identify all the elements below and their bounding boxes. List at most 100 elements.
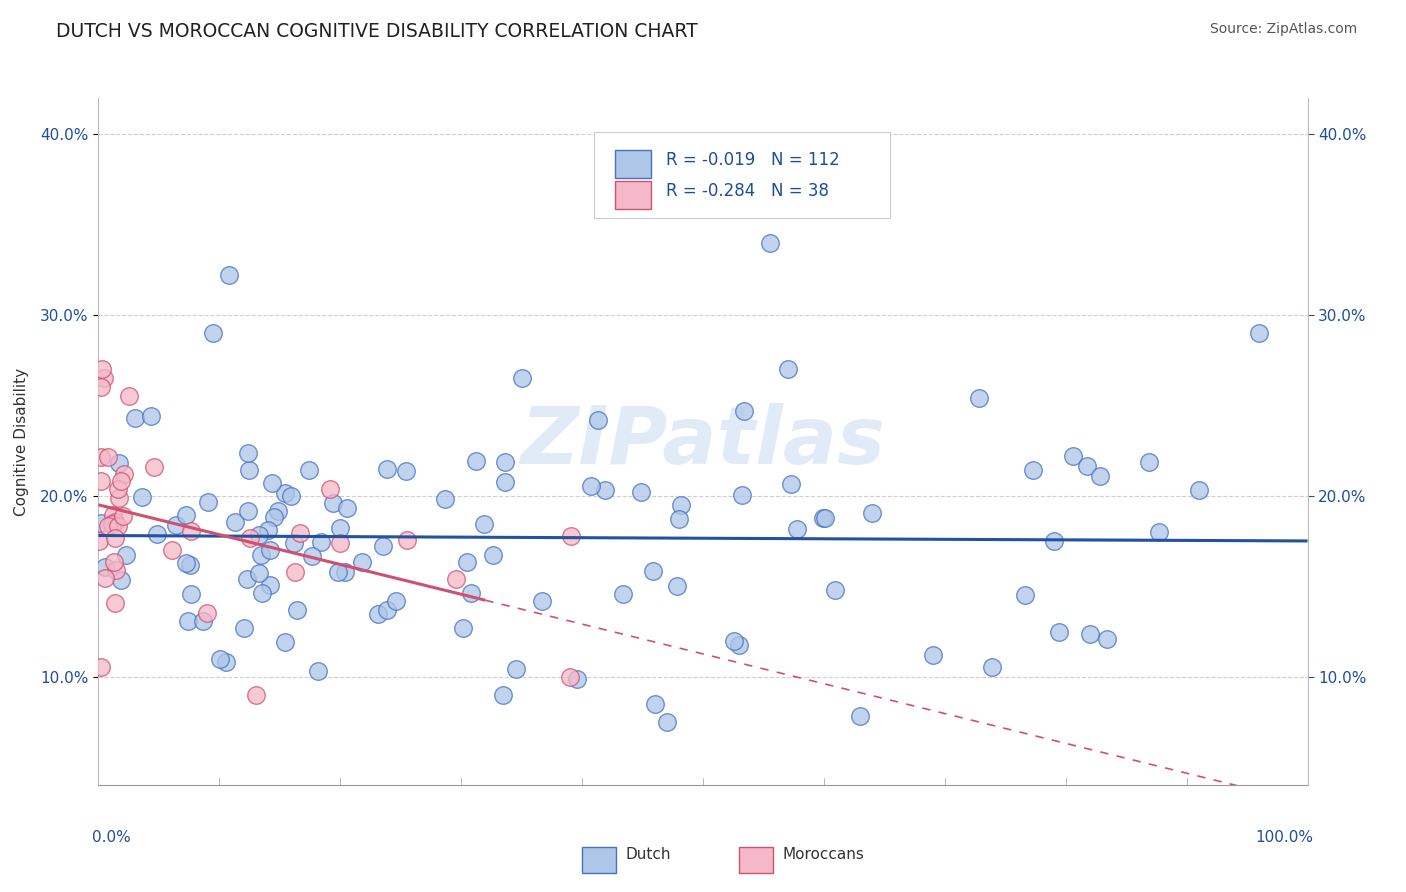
- Point: [444, 572, 467, 586]
- Point: [494, 455, 516, 469]
- Point: [1078, 627, 1101, 641]
- Point: [586, 413, 609, 427]
- Point: [731, 488, 754, 502]
- Point: [1147, 525, 1170, 540]
- Text: R = -0.019   N = 112: R = -0.019 N = 112: [665, 151, 839, 169]
- Point: [723, 634, 745, 648]
- Point: [104, 515, 127, 529]
- Point: [326, 565, 349, 579]
- Point: [579, 478, 602, 492]
- Point: [97, 450, 120, 465]
- Point: [921, 648, 943, 662]
- Point: [104, 531, 127, 545]
- Point: [247, 528, 270, 542]
- Point: [141, 409, 163, 423]
- Point: [1088, 468, 1111, 483]
- Point: [245, 688, 267, 702]
- Point: [177, 614, 200, 628]
- Point: [100, 516, 122, 531]
- Point: [209, 652, 232, 666]
- Point: [668, 512, 690, 526]
- Point: [980, 660, 1002, 674]
- Point: [214, 655, 236, 669]
- Point: [451, 621, 474, 635]
- Point: [786, 522, 808, 536]
- Point: [89, 533, 111, 548]
- Point: [118, 389, 141, 403]
- Point: [94, 560, 117, 574]
- Point: [103, 555, 125, 569]
- Point: [93, 371, 115, 385]
- Point: [776, 362, 799, 376]
- Point: [260, 475, 283, 490]
- Bar: [582, 847, 616, 873]
- Point: [288, 526, 311, 541]
- Point: [90, 660, 112, 674]
- Point: [1249, 326, 1271, 340]
- Point: [641, 564, 664, 578]
- Point: [247, 566, 270, 580]
- Point: [107, 482, 129, 496]
- Point: [176, 508, 198, 523]
- Point: [107, 518, 129, 533]
- Point: [1047, 625, 1070, 640]
- Point: [860, 506, 883, 520]
- Point: [91, 362, 114, 376]
- Point: [1076, 458, 1098, 473]
- Point: [259, 578, 281, 592]
- Point: [482, 548, 505, 562]
- Point: [595, 483, 617, 497]
- Point: [238, 503, 260, 517]
- Text: DUTCH VS MOROCCAN COGNITIVE DISABILITY CORRELATION CHART: DUTCH VS MOROCCAN COGNITIVE DISABILITY C…: [56, 22, 697, 41]
- Point: [728, 638, 751, 652]
- Point: [465, 454, 488, 468]
- Point: [309, 534, 332, 549]
- Point: [385, 594, 408, 608]
- Point: [322, 495, 344, 509]
- Point: [112, 467, 135, 482]
- Point: [195, 606, 218, 620]
- Point: [666, 579, 689, 593]
- Point: [558, 669, 581, 683]
- Point: [371, 539, 394, 553]
- Point: [165, 518, 187, 533]
- Point: [90, 450, 112, 464]
- Point: [395, 464, 418, 478]
- Point: [142, 460, 165, 475]
- Point: [266, 504, 288, 518]
- Bar: [614, 180, 651, 210]
- Point: [1014, 588, 1036, 602]
- Point: [456, 555, 478, 569]
- Point: [180, 587, 202, 601]
- Point: [329, 536, 352, 550]
- Point: [967, 391, 990, 405]
- Point: [1062, 449, 1084, 463]
- Point: [319, 483, 342, 497]
- Point: [1188, 483, 1211, 498]
- Point: [90, 380, 112, 394]
- Point: [472, 516, 495, 531]
- Point: [104, 563, 127, 577]
- Point: [1095, 632, 1118, 646]
- Point: [224, 515, 246, 529]
- Point: [1022, 463, 1045, 477]
- Point: [505, 662, 527, 676]
- Point: [565, 672, 588, 686]
- Point: [333, 566, 356, 580]
- Point: [250, 548, 273, 562]
- Point: [283, 535, 305, 549]
- Point: [108, 456, 131, 470]
- Point: [1042, 533, 1064, 548]
- Point: [780, 477, 803, 491]
- Point: [307, 664, 329, 678]
- Text: Dutch: Dutch: [626, 847, 671, 862]
- Point: [112, 508, 135, 523]
- Point: [236, 572, 259, 586]
- Point: [367, 607, 389, 621]
- Point: [301, 549, 323, 563]
- Point: [655, 714, 678, 729]
- Point: [824, 583, 846, 598]
- Point: [108, 491, 131, 505]
- Point: [110, 474, 132, 488]
- Point: [257, 523, 280, 537]
